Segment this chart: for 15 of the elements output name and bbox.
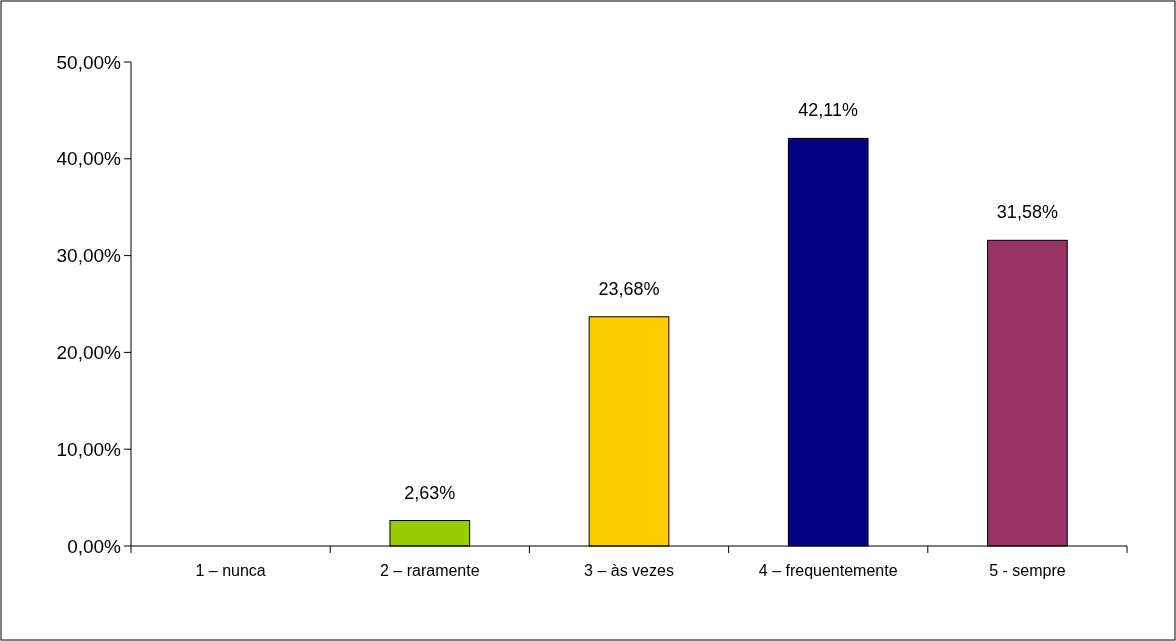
x-tick-label: 4 – frequentemente: [758, 562, 898, 579]
data-label: 31,58%: [996, 202, 1058, 223]
x-tick-label: 2 – raramente: [380, 562, 480, 579]
data-label: 23,68%: [598, 278, 660, 299]
y-tick-label: 10,00%: [56, 438, 122, 460]
y-tick-label: 0,00%: [67, 535, 122, 557]
y-tick-label: 50,00%: [56, 51, 122, 73]
y-tick-label: 20,00%: [56, 342, 122, 364]
y-tick-label: 40,00%: [56, 148, 122, 170]
x-tick-label: 5 - sempre: [989, 562, 1066, 579]
y-tick-label: 30,00%: [56, 245, 122, 267]
data-label: 2,63%: [404, 482, 456, 503]
x-tick-label: 1 – nunca: [195, 562, 266, 579]
data-label: 42,11%: [798, 100, 859, 121]
x-tick-label: 3 – às vezes: [584, 562, 674, 579]
